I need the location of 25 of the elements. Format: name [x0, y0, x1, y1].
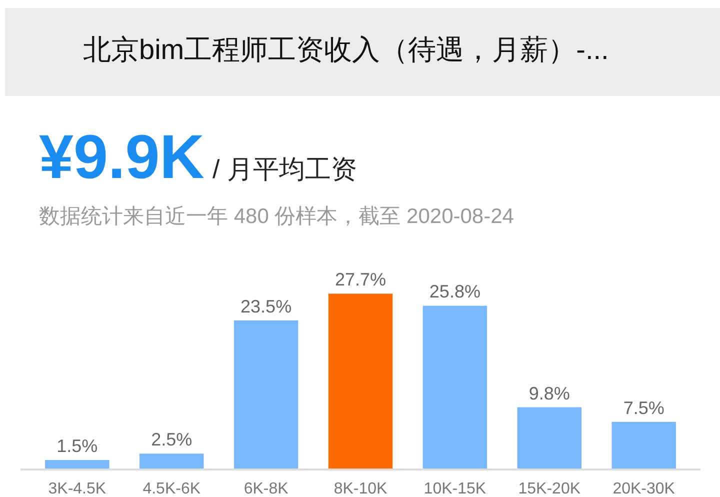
data-label: 2.5%: [151, 430, 192, 450]
text: 数据统计来自近一年 480 份样本，截至 2020-08-24: [38, 204, 514, 230]
text: ¥9.9K: [39, 123, 204, 192]
bar: [422, 306, 488, 470]
x-tick-label: 20K-30K: [612, 480, 676, 497]
data-label: 25.8%: [429, 282, 480, 302]
bar: [517, 407, 582, 470]
data-label: 23.5%: [240, 296, 292, 316]
bar: [612, 422, 676, 470]
data-label: 7.5%: [623, 398, 664, 418]
bar: [45, 460, 110, 470]
x-tick-label: 8K-10K: [334, 480, 388, 497]
x-tick-label: 3K-4.5K: [48, 480, 106, 497]
text: / 月平均工资: [212, 154, 357, 184]
x-tick-label: 6K-8K: [244, 480, 289, 497]
x-tick-label: 4.5K-6K: [142, 480, 201, 497]
x-tick-label: 15K-20K: [518, 480, 581, 497]
bar: [234, 320, 298, 470]
data-label: 1.5%: [56, 436, 98, 456]
bar: [328, 294, 393, 470]
chart-title: 北京bim工程师工资收入（待遇，月薪）-...: [83, 34, 609, 65]
x-tick-label: 10K-15K: [424, 480, 486, 497]
bar: [140, 454, 204, 470]
data-label: 27.7%: [334, 270, 386, 290]
data-label: 9.8%: [528, 383, 570, 404]
